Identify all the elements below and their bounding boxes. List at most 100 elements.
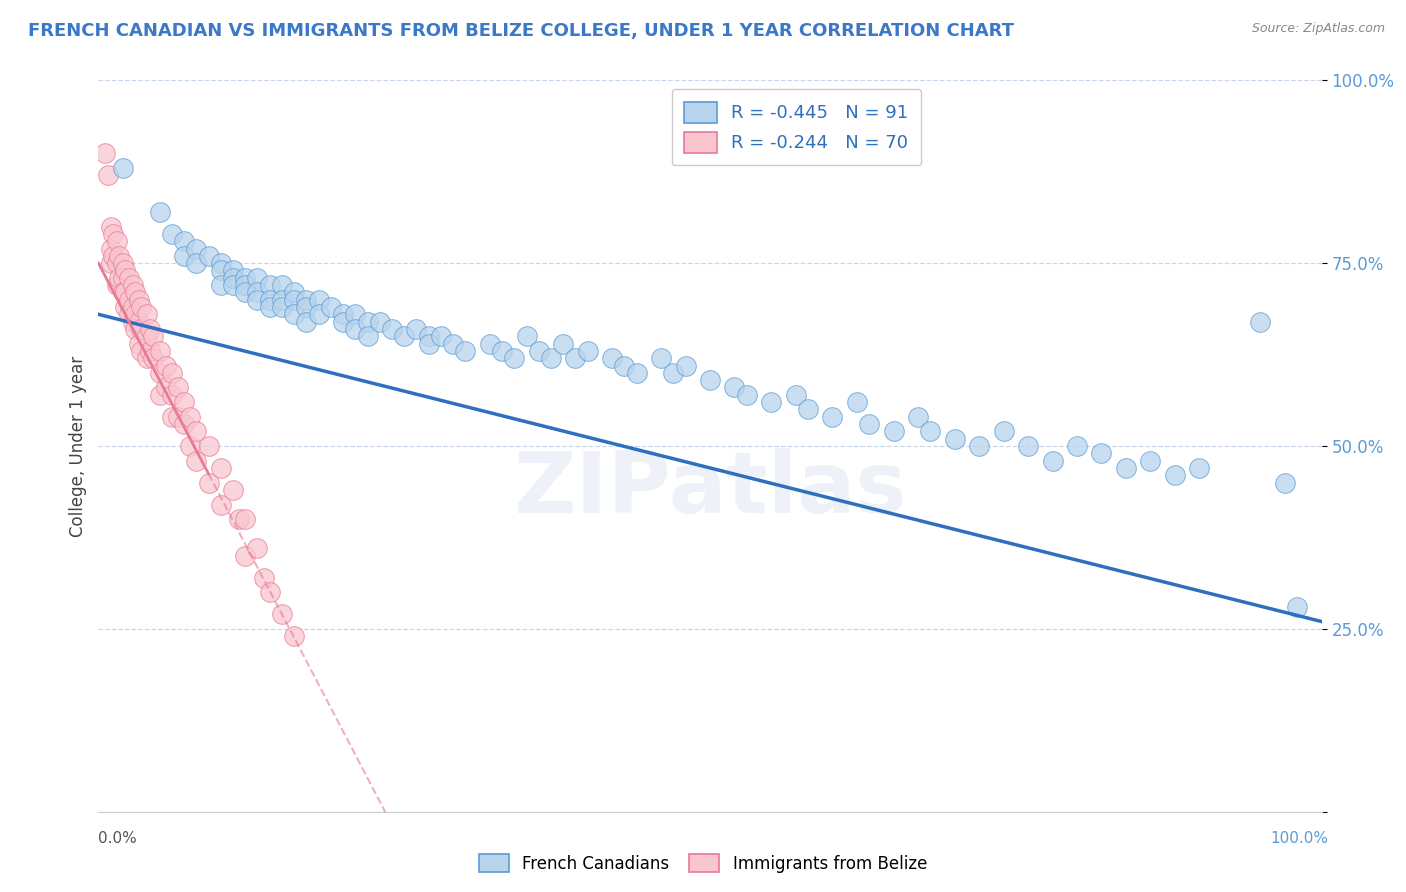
Text: 0.0%: 0.0% xyxy=(98,831,138,846)
Point xyxy=(179,409,201,424)
Point xyxy=(699,373,721,387)
Point xyxy=(283,629,305,643)
Point xyxy=(319,300,342,314)
Point xyxy=(118,293,141,307)
Point xyxy=(209,256,232,270)
Point xyxy=(149,205,172,219)
Point xyxy=(1115,461,1137,475)
Point xyxy=(356,315,378,329)
Point xyxy=(405,322,427,336)
Point xyxy=(160,409,183,424)
Point xyxy=(332,307,354,321)
Point xyxy=(173,234,195,248)
Point xyxy=(128,336,150,351)
Point xyxy=(418,336,440,351)
Point xyxy=(576,343,599,358)
Point xyxy=(368,315,391,329)
Text: Source: ZipAtlas.com: Source: ZipAtlas.com xyxy=(1251,22,1385,36)
Point xyxy=(160,366,183,380)
Point xyxy=(105,234,128,248)
Point xyxy=(136,307,159,321)
Point xyxy=(503,351,526,366)
Point xyxy=(967,439,990,453)
Point xyxy=(418,329,440,343)
Point xyxy=(209,461,232,475)
Point xyxy=(114,285,136,300)
Point xyxy=(124,322,146,336)
Legend: R = -0.445   N = 91, R = -0.244   N = 70: R = -0.445 N = 91, R = -0.244 N = 70 xyxy=(672,89,921,165)
Point xyxy=(149,366,172,380)
Point xyxy=(222,263,245,277)
Point xyxy=(1066,439,1088,453)
Point xyxy=(344,307,367,321)
Point xyxy=(600,351,623,366)
Point xyxy=(553,336,575,351)
Point xyxy=(97,169,120,183)
Point xyxy=(111,285,134,300)
Point xyxy=(136,351,159,366)
Legend: French Canadians, Immigrants from Belize: French Canadians, Immigrants from Belize xyxy=(472,847,934,880)
Point xyxy=(259,278,281,293)
Point xyxy=(283,293,305,307)
Point xyxy=(270,293,294,307)
Point xyxy=(142,351,165,366)
Point xyxy=(160,227,183,241)
Point xyxy=(430,329,453,343)
Point xyxy=(209,498,232,512)
Y-axis label: College, Under 1 year: College, Under 1 year xyxy=(69,355,87,537)
Point xyxy=(259,585,281,599)
Point xyxy=(114,263,136,277)
Point xyxy=(105,256,128,270)
Point xyxy=(160,388,183,402)
Point xyxy=(233,278,256,293)
Point xyxy=(129,322,152,336)
Point xyxy=(114,300,136,314)
Point xyxy=(233,285,256,300)
Point xyxy=(723,380,745,394)
Point xyxy=(100,256,122,270)
Point xyxy=(121,315,143,329)
Point xyxy=(785,388,807,402)
Point xyxy=(128,315,150,329)
Point xyxy=(124,285,146,300)
Point xyxy=(173,417,195,431)
Point xyxy=(197,439,219,453)
Point xyxy=(441,336,464,351)
Point xyxy=(540,351,562,366)
Point xyxy=(613,359,636,373)
Point xyxy=(883,425,905,439)
Point xyxy=(907,409,929,424)
Point xyxy=(344,322,367,336)
Point xyxy=(662,366,685,380)
Point xyxy=(142,329,165,343)
Point xyxy=(186,453,208,467)
Point xyxy=(209,278,232,293)
Point xyxy=(111,270,134,285)
Point xyxy=(993,425,1015,439)
Point xyxy=(308,293,330,307)
Point xyxy=(797,402,820,417)
Point xyxy=(149,388,172,402)
Point xyxy=(920,425,942,439)
Point xyxy=(111,256,134,270)
Point xyxy=(100,242,122,256)
Point xyxy=(259,300,281,314)
Point xyxy=(222,483,245,497)
Point xyxy=(173,249,195,263)
Point xyxy=(118,307,141,321)
Point xyxy=(295,300,318,314)
Point xyxy=(270,278,294,293)
Point xyxy=(821,409,844,424)
Point xyxy=(136,329,159,343)
Point xyxy=(129,343,152,358)
Point xyxy=(259,293,281,307)
Point xyxy=(209,263,232,277)
Point xyxy=(186,256,208,270)
Point xyxy=(735,388,758,402)
Point xyxy=(222,278,245,293)
Point xyxy=(173,395,195,409)
Point xyxy=(101,227,124,241)
Point xyxy=(129,300,152,314)
Text: FRENCH CANADIAN VS IMMIGRANTS FROM BELIZE COLLEGE, UNDER 1 YEAR CORRELATION CHAR: FRENCH CANADIAN VS IMMIGRANTS FROM BELIZ… xyxy=(28,22,1014,40)
Point xyxy=(295,293,318,307)
